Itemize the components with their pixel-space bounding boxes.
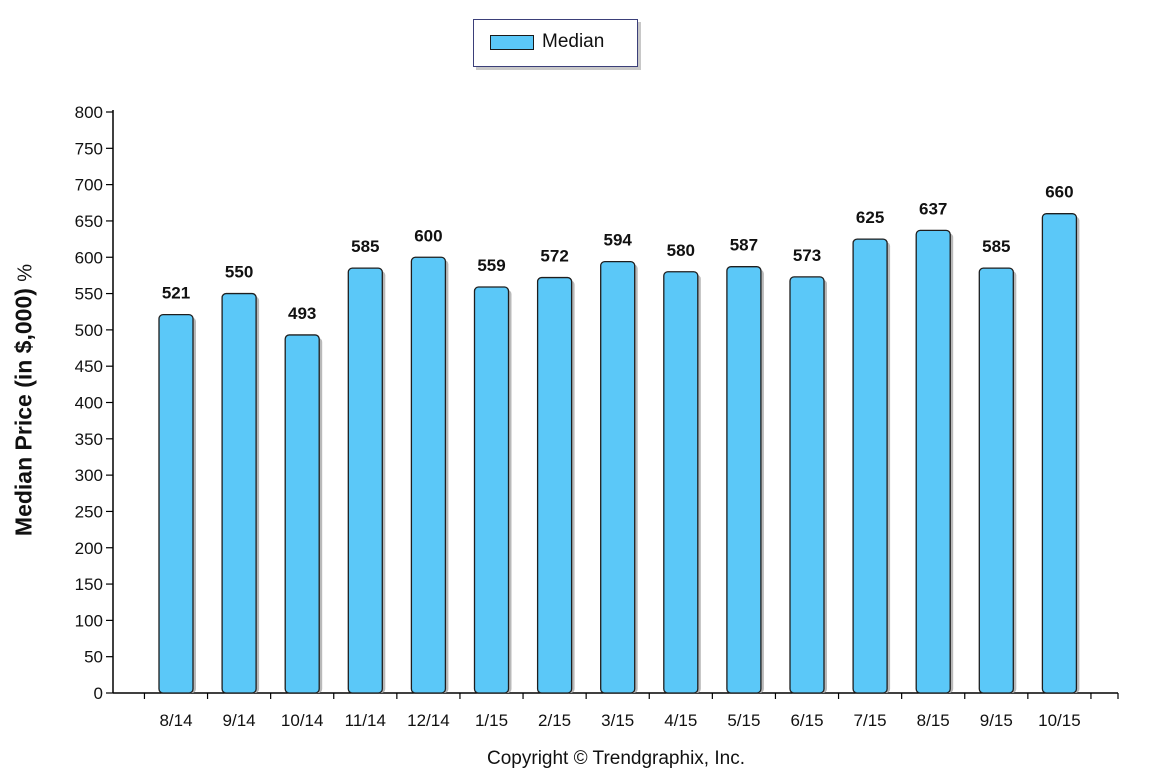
- bar-12/14: [410, 256, 447, 694]
- y-tick-label: 250: [75, 502, 103, 521]
- x-tick-label: 6/15: [790, 711, 823, 730]
- x-tick-label: 10/14: [281, 711, 324, 730]
- y-tick-label: 750: [75, 139, 103, 158]
- y-tick-label: 600: [75, 248, 103, 267]
- data-label: 585: [982, 237, 1010, 256]
- data-label: 587: [730, 236, 758, 255]
- data-label: 580: [667, 241, 695, 260]
- x-tick-label: 3/15: [601, 711, 634, 730]
- bar-7/15: [852, 238, 888, 694]
- x-tick-label: 10/15: [1038, 711, 1081, 730]
- bar-11/14: [347, 267, 383, 694]
- y-tick-label: 650: [75, 212, 103, 231]
- x-tick-label: 1/15: [475, 711, 508, 730]
- data-label: 572: [540, 247, 568, 266]
- data-label: 559: [477, 256, 505, 275]
- bar-9/15: [978, 267, 1014, 694]
- data-label: 550: [225, 263, 253, 282]
- bar-2/15: [536, 276, 573, 694]
- bar-6/15: [789, 276, 825, 694]
- x-tick-label: 5/15: [727, 711, 760, 730]
- x-tick-label: 9/14: [223, 711, 256, 730]
- bar-4/15: [663, 271, 699, 694]
- y-tick-label: 350: [75, 430, 103, 449]
- y-tick-label: 800: [75, 103, 103, 122]
- y-tick-label: 400: [75, 394, 103, 413]
- y-tick-label: 150: [75, 575, 103, 594]
- x-tick-label: 2/15: [538, 711, 571, 730]
- data-label: 660: [1045, 183, 1073, 202]
- bar-8/15: [915, 229, 951, 694]
- copyright-text: Copyright © Trendgraphix, Inc.: [487, 748, 745, 769]
- data-label: 521: [162, 284, 190, 303]
- data-label: 625: [856, 208, 884, 227]
- data-label: 573: [793, 246, 821, 265]
- data-label: 585: [351, 237, 379, 256]
- y-tick-label: 450: [75, 357, 103, 376]
- y-tick-label: 0: [94, 684, 103, 703]
- x-tick-label: 8/14: [159, 711, 192, 730]
- data-label: 493: [288, 304, 316, 323]
- x-tick-label: 11/14: [345, 711, 386, 730]
- y-tick-label: 200: [75, 539, 103, 558]
- bar-10/14: [284, 334, 320, 694]
- y-tick-label: 50: [84, 648, 103, 667]
- y-tick-label: 550: [75, 285, 103, 304]
- y-tick-label: 700: [75, 176, 103, 195]
- bar-5/15: [726, 266, 762, 694]
- y-tick-label: 300: [75, 466, 103, 485]
- bar-3/15: [600, 260, 636, 694]
- data-label: 594: [604, 231, 633, 250]
- bar-8/14: [158, 313, 194, 694]
- legend-label: Median: [542, 31, 605, 52]
- data-label: 600: [414, 226, 442, 245]
- x-tick-label: 7/15: [854, 711, 887, 730]
- x-tick-label: 9/15: [980, 711, 1013, 730]
- legend-swatch: [490, 35, 534, 50]
- bar-10/15: [1041, 213, 1078, 694]
- y-tick-label: 500: [75, 321, 103, 340]
- legend: Median: [473, 19, 638, 67]
- x-tick-label: 8/15: [917, 711, 950, 730]
- bar-9/14: [221, 292, 257, 694]
- data-label: 637: [919, 199, 947, 218]
- y-tick-label: 100: [75, 611, 103, 630]
- bar-1/15: [473, 286, 510, 694]
- x-tick-label: 4/15: [664, 711, 697, 730]
- x-tick-label: 12/14: [407, 711, 450, 730]
